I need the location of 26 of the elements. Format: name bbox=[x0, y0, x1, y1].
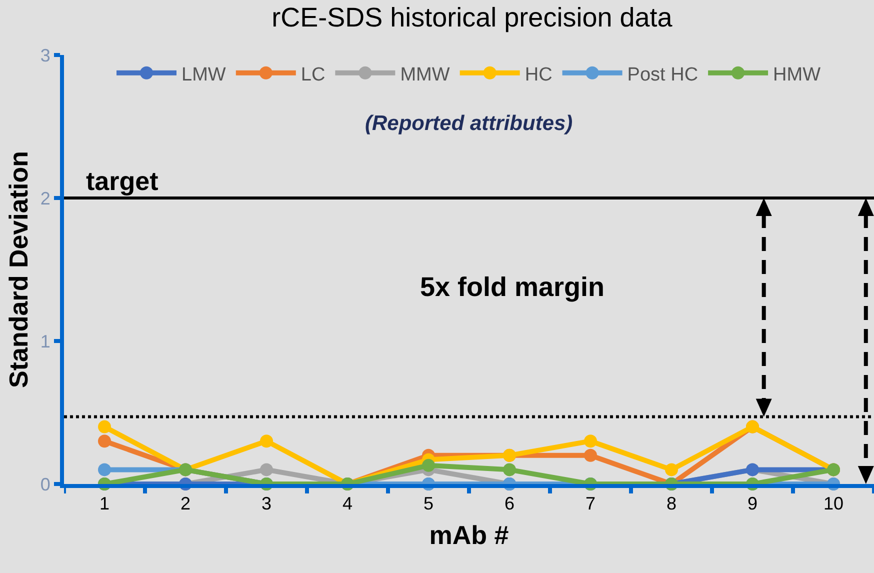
legend-label: HC bbox=[524, 64, 552, 86]
x-tick-label: 2 bbox=[180, 494, 191, 514]
y-axis-title: Standard Deviation bbox=[3, 151, 34, 388]
y-tick-label: 0 bbox=[40, 474, 50, 494]
x-tick-label: 4 bbox=[342, 494, 353, 514]
x-tick-label: 8 bbox=[666, 494, 677, 514]
y-tick-label: 1 bbox=[40, 331, 50, 352]
chart-title: rCE-SDS historical precision data bbox=[272, 2, 674, 33]
x-tick-label: 3 bbox=[261, 494, 272, 514]
x-tick-label: 5 bbox=[423, 494, 434, 514]
x-axis-title: mAb # bbox=[429, 520, 510, 550]
legend-label: Post HC bbox=[627, 64, 698, 86]
x-tick-label: 10 bbox=[823, 494, 844, 514]
legend-label: MMW bbox=[400, 64, 450, 86]
x-tick-label: 9 bbox=[747, 494, 758, 514]
annotation: 5x fold margin bbox=[420, 272, 605, 302]
y-tick-label: 2 bbox=[40, 188, 50, 208]
x-tick-label: 6 bbox=[504, 494, 515, 514]
legend-label: LC bbox=[300, 64, 326, 86]
text: (Reported attributes) bbox=[365, 112, 573, 135]
legend-label: LMW bbox=[182, 64, 226, 86]
x-tick-label: 7 bbox=[585, 494, 596, 514]
x-tick-label: 1 bbox=[99, 494, 110, 514]
legend-label: HMW bbox=[773, 64, 821, 86]
ref-line-label: target bbox=[86, 166, 159, 196]
y-tick-label: 3 bbox=[40, 45, 50, 66]
